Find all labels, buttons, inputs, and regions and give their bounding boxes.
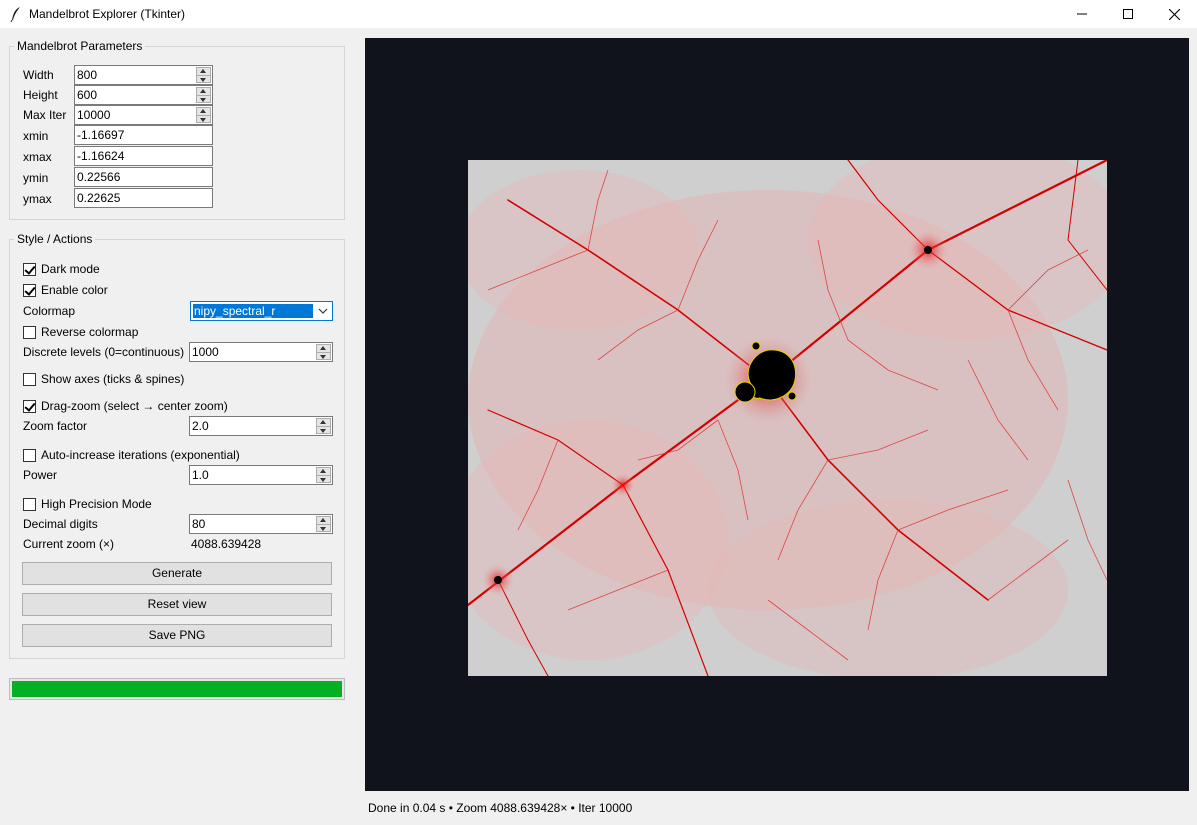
show-axes-checkbox[interactable] (23, 372, 36, 386)
close-icon (1168, 8, 1180, 20)
power-label: Power (23, 468, 58, 482)
colormap-label: Colormap (23, 304, 76, 318)
enable-color-label: Enable color (41, 283, 108, 297)
zoom-factor-label: Zoom factor (23, 419, 88, 433)
minimize-button[interactable] (1059, 0, 1105, 28)
width-spin-arrows[interactable] (196, 67, 211, 83)
decimal-digits-spin-arrows[interactable] (316, 516, 331, 532)
progress-bar (9, 678, 345, 700)
zoom-factor-spin-arrows[interactable] (316, 418, 331, 434)
drag-zoom-check[interactable]: Drag-zoom (select → center zoom) (23, 398, 228, 414)
max-iter-spin-arrows[interactable] (196, 107, 211, 123)
dark-mode-checkbox[interactable] (23, 262, 36, 276)
status-text: Done in 0.04 s • Zoom 4088.639428× • Ite… (368, 801, 633, 815)
power-value: 1.0 (192, 468, 209, 482)
xmax-input[interactable]: -1.16624 (74, 146, 213, 166)
fractal-render (468, 160, 1107, 676)
dark-mode-check[interactable]: Dark mode (23, 261, 100, 277)
mandelbrot-image[interactable] (468, 160, 1107, 676)
width-label: Width (23, 68, 54, 82)
discrete-levels-spinbox[interactable]: 1000 (189, 342, 333, 362)
height-label: Height (23, 88, 58, 102)
style-frame-title: Style / Actions (14, 232, 96, 246)
current-zoom-label: Current zoom (×) (23, 537, 115, 551)
params-frame (9, 46, 345, 220)
style-frame (9, 239, 345, 659)
window-title: Mandelbrot Explorer (Tkinter) (29, 7, 186, 21)
high-precision-check[interactable]: High Precision Mode (23, 496, 152, 512)
progress-fill (12, 681, 342, 697)
discrete-levels-value: 1000 (192, 345, 219, 359)
params-frame-title: Mandelbrot Parameters (14, 39, 146, 53)
ymax-input[interactable]: 0.22625 (74, 188, 213, 208)
colormap-select[interactable]: nipy_spectral_r (190, 301, 333, 321)
height-value: 600 (77, 88, 98, 102)
power-spinbox[interactable]: 1.0 (189, 465, 333, 485)
minimize-icon (1077, 13, 1087, 15)
auto-iter-checkbox[interactable] (23, 448, 36, 462)
show-axes-check[interactable]: Show axes (ticks & spines) (23, 371, 184, 387)
zoom-factor-spinbox[interactable]: 2.0 (189, 416, 333, 436)
enable-color-checkbox[interactable] (23, 283, 36, 297)
ymax-label: ymax (23, 192, 52, 206)
maximize-icon (1123, 9, 1133, 19)
chevron-down-icon (318, 308, 328, 314)
show-axes-label: Show axes (ticks & spines) (41, 372, 185, 386)
discrete-levels-spin-arrows[interactable] (316, 344, 331, 360)
max-iter-label: Max Iter (23, 108, 67, 122)
reverse-colormap-check[interactable]: Reverse colormap (23, 324, 138, 340)
decimal-digits-value: 80 (192, 517, 206, 531)
feather-icon (10, 7, 20, 22)
auto-iter-check[interactable]: Auto-increase iterations (exponential) (23, 447, 240, 463)
title-bar: Mandelbrot Explorer (Tkinter) (0, 0, 1197, 28)
reset-view-button[interactable]: Reset view (22, 593, 332, 616)
high-precision-checkbox[interactable] (23, 497, 36, 511)
reverse-colormap-checkbox[interactable] (23, 325, 36, 339)
height-spinbox[interactable]: 600 (74, 85, 213, 105)
current-zoom-value: 4088.639428 (191, 537, 262, 551)
xmax-label: xmax (23, 150, 52, 164)
drag-zoom-label: Drag-zoom (select → center zoom) (41, 399, 228, 413)
decimal-digits-label: Decimal digits (23, 517, 98, 531)
generate-button[interactable]: Generate (22, 562, 332, 585)
max-iter-spinbox[interactable]: 10000 (74, 105, 213, 125)
ymin-input[interactable]: 0.22566 (74, 167, 213, 187)
enable-color-check[interactable]: Enable color (23, 282, 108, 298)
fractal-canvas[interactable] (365, 38, 1189, 791)
minibrot (734, 341, 797, 403)
zoom-factor-value: 2.0 (192, 419, 209, 433)
height-spin-arrows[interactable] (196, 87, 211, 103)
drag-zoom-checkbox[interactable] (23, 399, 36, 413)
power-spin-arrows[interactable] (316, 467, 331, 483)
width-value: 800 (77, 68, 98, 82)
xmin-label: xmin (23, 129, 49, 143)
reverse-colormap-label: Reverse colormap (41, 325, 139, 339)
xmin-input[interactable]: -1.16697 (74, 125, 213, 145)
close-button[interactable] (1151, 0, 1197, 28)
ymin-label: ymin (23, 171, 49, 185)
maximize-button[interactable] (1105, 0, 1151, 28)
high-precision-label: High Precision Mode (41, 497, 152, 511)
max-iter-value: 10000 (77, 108, 111, 122)
save-png-button[interactable]: Save PNG (22, 624, 332, 647)
discrete-levels-label: Discrete levels (0=continuous) (23, 345, 185, 359)
width-spinbox[interactable]: 800 (74, 65, 213, 85)
dark-mode-label: Dark mode (41, 262, 100, 276)
auto-iter-label: Auto-increase iterations (exponential) (41, 448, 240, 462)
colormap-value: nipy_spectral_r (193, 304, 313, 318)
decimal-digits-spinbox[interactable]: 80 (189, 514, 333, 534)
